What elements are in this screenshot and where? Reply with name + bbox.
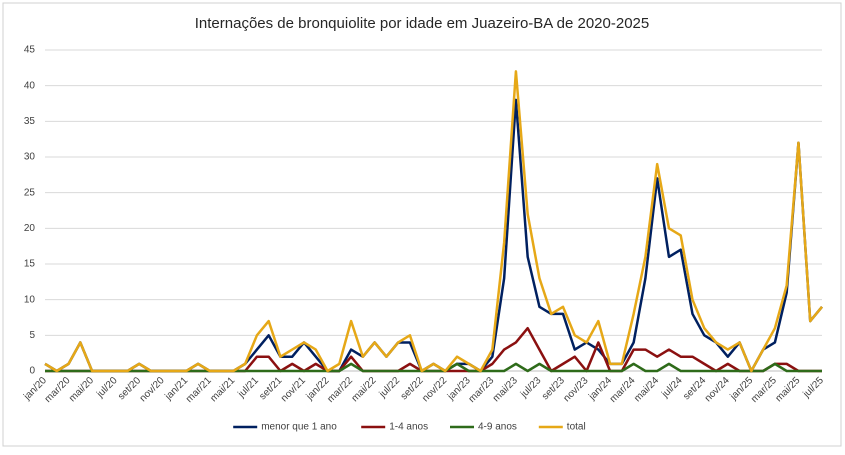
y-tick-label: 25 <box>24 187 36 198</box>
legend-label: 1-4 anos <box>389 422 428 433</box>
y-tick-label: 15 <box>24 259 36 270</box>
y-tick-label: 0 <box>29 366 35 377</box>
chart-title: Internações de bronquiolite por idade em… <box>195 15 649 32</box>
y-tick-label: 5 <box>29 330 35 341</box>
legend-label: 4-9 anos <box>478 422 517 433</box>
y-tick-label: 40 <box>24 80 36 91</box>
legend-label: menor que 1 ano <box>261 422 337 433</box>
series-line <box>44 70 823 373</box>
y-tick-label: 45 <box>24 45 36 56</box>
y-tick-label: 10 <box>24 294 36 305</box>
legend-label: total <box>567 422 586 433</box>
y-tick-label: 35 <box>24 116 36 127</box>
y-tick-label: 30 <box>24 152 36 163</box>
y-tick-label: 20 <box>24 223 36 234</box>
